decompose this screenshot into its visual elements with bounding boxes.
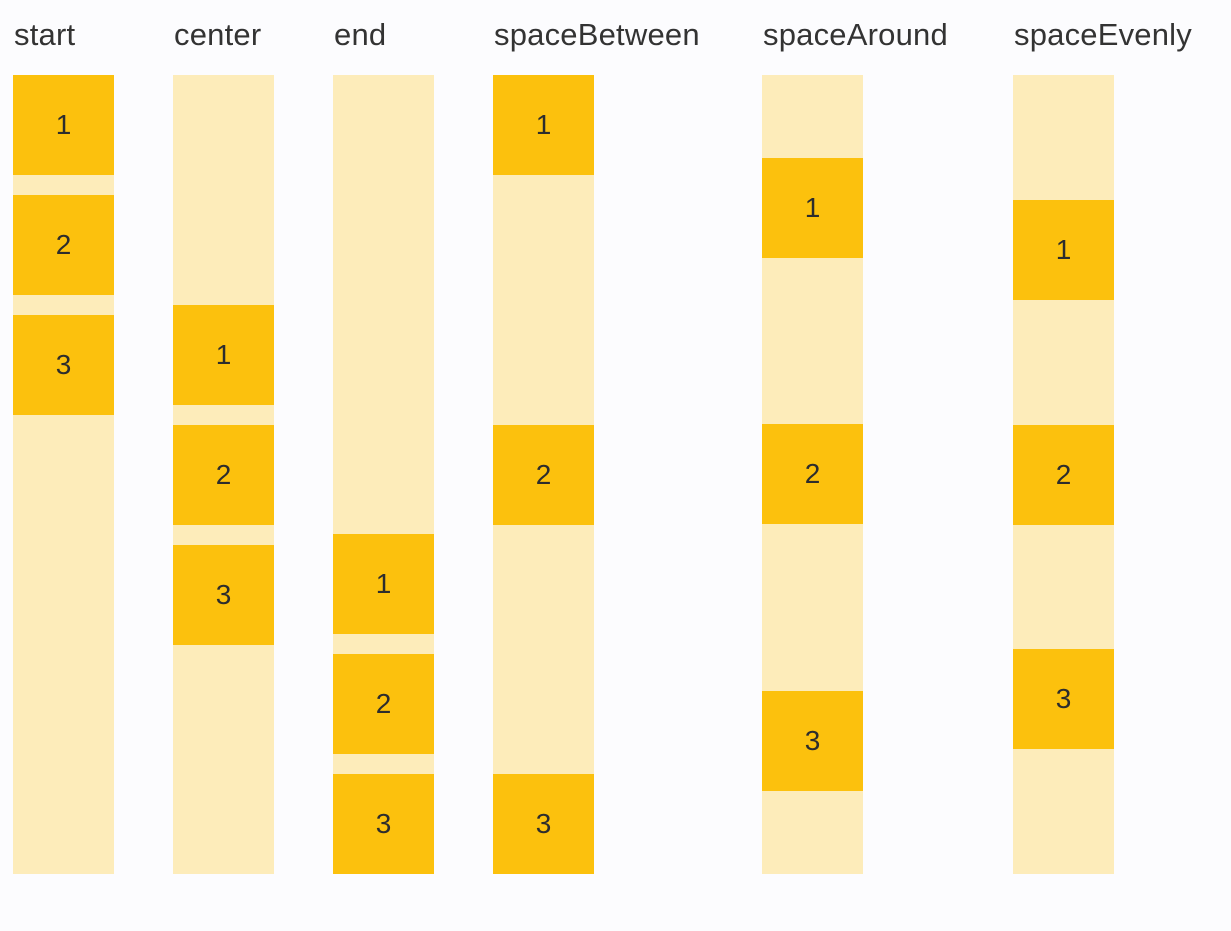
- flex-item-box: 3: [762, 690, 863, 791]
- flex-column-track-space-between: 1 2 3: [493, 75, 594, 874]
- flex-item-box: 3: [333, 774, 434, 874]
- flex-item-box: 2: [762, 424, 863, 525]
- flex-column-track-start: 1 2 3: [13, 75, 114, 874]
- alignment-label-space-evenly: spaceEvenly: [1014, 17, 1192, 52]
- alignment-label-center: center: [174, 17, 262, 52]
- flex-item-box: 1: [762, 158, 863, 259]
- flex-item-box: 3: [493, 774, 594, 874]
- flex-item-box: 2: [13, 195, 114, 295]
- flex-item-box: 1: [333, 534, 434, 634]
- alignment-label-space-around: spaceAround: [763, 17, 948, 52]
- flex-item-box: 1: [13, 75, 114, 175]
- flex-item-box: 2: [493, 424, 594, 525]
- flex-item-box: 1: [1013, 199, 1114, 300]
- flex-column-track-space-around: 1 2 3: [762, 75, 863, 874]
- flex-column-track-center: 1 2 3: [173, 75, 274, 874]
- flex-item-box: 1: [173, 304, 274, 405]
- flex-item-box: 3: [173, 544, 274, 645]
- alignment-label-space-between: spaceBetween: [494, 17, 700, 52]
- alignment-label-start: start: [14, 17, 76, 52]
- flex-column-track-space-evenly: 1 2 3: [1013, 75, 1114, 874]
- alignment-label-end: end: [334, 17, 387, 52]
- flex-item-box: 1: [493, 75, 594, 175]
- flex-item-box: 3: [13, 315, 114, 415]
- flex-item-box: 2: [333, 654, 434, 754]
- flex-item-box: 3: [1013, 649, 1114, 750]
- flex-column-track-end: 1 2 3: [333, 75, 434, 874]
- flex-item-box: 2: [1013, 424, 1114, 525]
- flex-item-box: 2: [173, 424, 274, 525]
